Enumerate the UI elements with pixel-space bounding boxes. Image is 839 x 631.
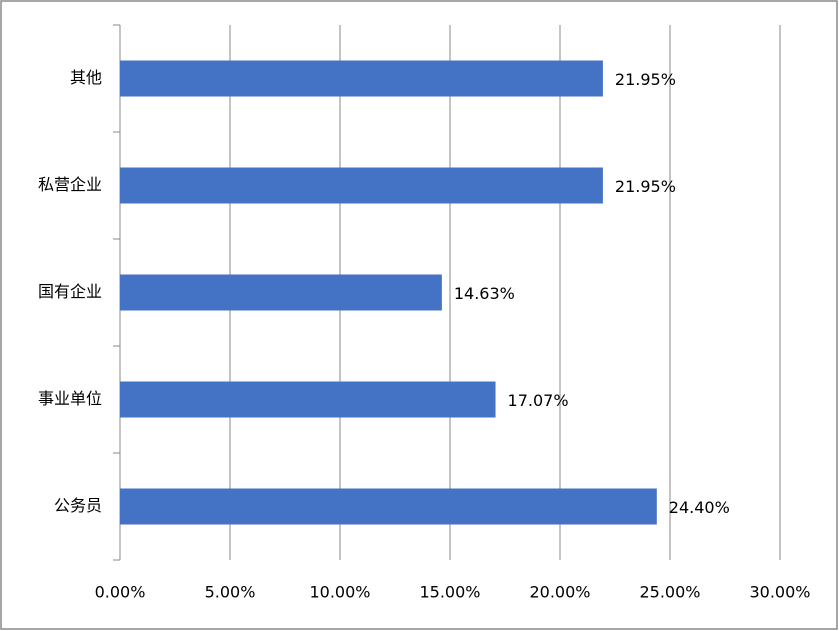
x-tick-label: 0.00% [95,583,146,602]
value-label: 24.40% [669,498,730,517]
x-tick-label: 15.00% [419,583,480,602]
bar [120,381,496,418]
x-tick-label: 30.00% [749,583,810,602]
y-tick-label: 私营企业 [38,175,102,194]
bar [120,60,603,97]
x-tick-label: 25.00% [639,583,700,602]
y-tick-label: 其他 [70,68,102,87]
x-tick-label: 20.00% [529,583,590,602]
x-tick-label: 10.00% [309,583,370,602]
value-label: 14.63% [454,284,515,303]
value-label: 21.95% [615,177,676,196]
bar [120,167,603,204]
value-label: 17.07% [508,391,569,410]
y-tick-label: 事业单位 [38,389,102,408]
value-label: 21.95% [615,70,676,89]
bar [120,488,657,525]
y-tick-label: 国有企业 [38,282,102,301]
x-tick-label: 5.00% [205,583,256,602]
bar [120,274,442,311]
y-tick-label: 公务员 [54,496,102,515]
